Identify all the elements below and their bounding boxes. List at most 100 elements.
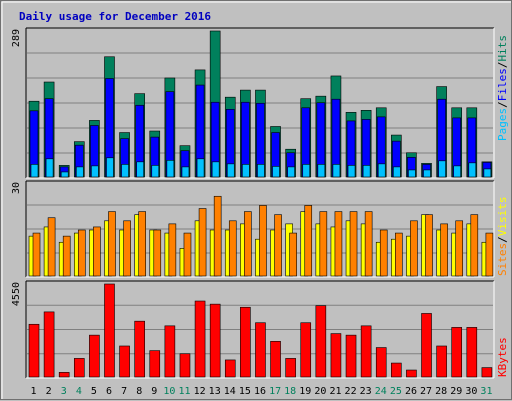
y-max-label-kbytes: 4550 [11,282,22,306]
bar-kbytes-day-5 [89,334,100,378]
bar-kbytes-day-21 [330,333,342,378]
bar-pages-day-31 [483,168,492,178]
bar-sites-day-4 [77,229,86,277]
bar-sites-day-27 [425,214,433,277]
bar-pages-day-21 [332,164,341,178]
bar-sites-day-31 [485,232,494,277]
day-label-21: 21 [329,386,341,397]
bar-kbytes-day-1 [28,323,40,378]
bar-sites-day-29 [455,220,464,277]
bar-pages-day-20 [317,164,326,178]
bar-sites-day-21 [334,211,343,277]
day-label-29: 29 [450,386,462,397]
bar-sites-day-18 [289,232,297,277]
bar-sites-day-16 [259,205,267,277]
bar-sites-day-20 [319,211,328,277]
bar-pages-day-4 [75,166,84,178]
day-label-9: 9 [151,386,157,397]
bar-pages-day-6 [106,157,114,178]
bar-kbytes-day-19 [300,322,312,378]
bar-sites-day-8 [138,211,146,277]
bar-sites-day-7 [123,220,131,277]
bar-kbytes-day-12 [194,300,206,378]
bar-pages-day-25 [393,166,401,178]
day-label-31: 31 [480,386,492,397]
day-label-14: 14 [224,386,236,397]
day-label-17: 17 [269,386,281,397]
day-label-1: 1 [31,386,37,397]
day-label-11: 11 [178,386,190,397]
day-label-2: 2 [46,386,52,397]
y-max-label-visits-sites: 30 [11,182,22,194]
bar-pages-day-23 [362,165,371,178]
day-label-5: 5 [91,386,97,397]
day-label-23: 23 [360,386,372,397]
bar-kbytes-day-11 [179,353,191,378]
chart-title: Daily usage for December 2016 [19,10,211,23]
y-max-label-hits-files-pages: 289 [11,29,22,47]
bar-pages-day-19 [302,164,311,178]
day-label-16: 16 [254,386,266,397]
day-label-12: 12 [194,386,206,397]
legend-kbytes: KBytes [496,337,509,377]
day-label-10: 10 [163,386,175,397]
day-label-6: 6 [106,386,112,397]
day-label-20: 20 [314,386,326,397]
bar-sites-day-26 [410,220,418,277]
bar-pages-day-9 [151,165,160,178]
legend-top: Pages/Files/Hits [496,35,509,141]
bar-kbytes-day-13 [209,303,221,378]
bar-kbytes-day-10 [164,325,176,378]
bar-kbytes-day-25 [391,362,402,378]
bar-pages-day-30 [468,162,477,178]
bar-kbytes-day-6 [104,283,115,378]
bar-pages-day-8 [136,161,144,178]
bar-kbytes-day-20 [315,305,327,378]
bar-pages-day-27 [423,169,431,178]
bar-pages-day-10 [166,160,175,178]
day-label-18: 18 [284,386,296,397]
bar-kbytes-day-28 [436,345,447,378]
bar-kbytes-day-30 [466,327,478,378]
day-label-26: 26 [405,386,417,397]
day-label-28: 28 [435,386,447,397]
day-label-22: 22 [345,386,357,397]
bar-pages-day-28 [438,160,446,178]
bar-pages-day-3 [60,171,69,178]
bar-kbytes-day-18 [285,358,296,378]
bar-kbytes-day-23 [360,325,372,378]
bar-pages-day-2 [45,158,54,178]
bar-kbytes-day-9 [149,350,161,378]
bar-pages-day-24 [377,163,386,178]
bar-pages-day-17 [272,166,280,178]
bar-kbytes-day-24 [375,347,387,378]
day-label-27: 27 [420,386,432,397]
legend-pages: Pages [496,108,509,141]
legend-sep: / [496,101,509,108]
bar-pages-day-18 [287,166,295,178]
bar-sites-day-11 [183,232,192,277]
bar-sites-day-13 [213,195,222,277]
day-label-13: 13 [209,386,221,397]
bar-kbytes-day-29 [451,327,463,378]
bar-sites-day-5 [93,226,101,277]
day-label-25: 25 [390,386,402,397]
bar-sites-day-14 [228,220,237,277]
bar-kbytes-day-22 [345,334,357,378]
day-label-24: 24 [375,386,387,397]
bar-sites-day-1 [32,232,41,277]
bar-sites-day-9 [153,229,162,277]
bar-kbytes-day-31 [481,367,493,378]
day-label-15: 15 [239,386,251,397]
legend-sep: / [496,236,509,243]
day-label-4: 4 [76,386,82,397]
legend-sep: / [496,62,509,69]
bar-kbytes-day-26 [406,369,417,378]
bar-kbytes-day-15 [240,306,251,378]
bar-kbytes-day-14 [224,359,236,378]
bar-sites-day-12 [198,208,207,277]
legend-middle: Sites/Visits [496,197,509,277]
bar-sites-day-10 [168,223,177,277]
